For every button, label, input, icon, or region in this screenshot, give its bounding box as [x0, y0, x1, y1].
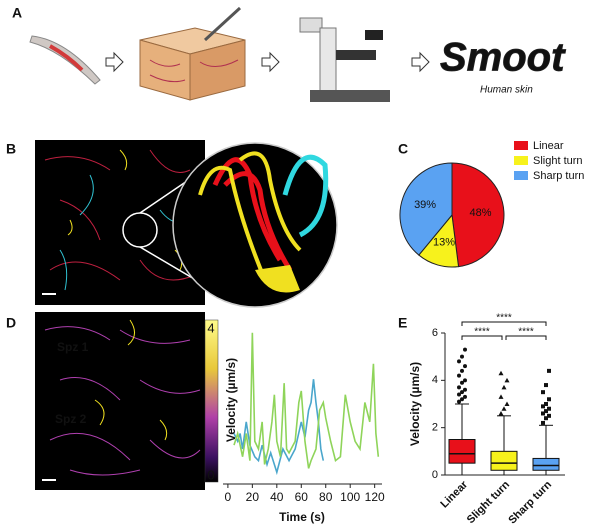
y-tick-label: 4 — [432, 374, 438, 386]
y-tick-label: 0 — [432, 469, 438, 481]
slice-label: 39% — [414, 199, 436, 211]
outlier — [541, 390, 545, 395]
arrow — [261, 51, 280, 73]
outlier — [457, 359, 461, 364]
box — [490, 450, 518, 471]
pie-slice — [451, 162, 505, 268]
legend-swatch — [514, 171, 528, 180]
panel-label: B — [6, 141, 16, 157]
outlier — [501, 406, 507, 411]
box — [448, 439, 476, 464]
series-line — [233, 379, 325, 476]
panel-label: D — [6, 315, 16, 331]
microscopy-image — [35, 140, 338, 308]
outlier — [547, 397, 551, 402]
legend-label: Linear — [533, 140, 564, 152]
outlier — [463, 394, 467, 399]
outlier — [544, 416, 548, 421]
x-tick-label: 20 — [246, 490, 260, 504]
legend-label: Sharp turn — [533, 170, 584, 182]
panel-label: E — [398, 315, 407, 331]
outlier — [504, 401, 510, 406]
outlier — [544, 402, 548, 406]
legend-swatch — [514, 156, 528, 165]
outlier — [544, 383, 548, 388]
panel-label: C — [398, 141, 408, 157]
significance-label: **** — [496, 313, 512, 324]
outlier — [541, 420, 545, 425]
velocity-image — [35, 312, 219, 490]
outlier — [541, 404, 545, 409]
legend-label: Slight turn — [533, 155, 583, 167]
skin-icon — [139, 6, 246, 101]
slice-label: 48% — [470, 207, 492, 219]
outlier — [498, 410, 504, 416]
x-tick-label: Slight turn — [465, 479, 513, 527]
x-tick-label: 60 — [295, 490, 309, 504]
series-label: Spz 1 — [57, 340, 89, 354]
slice-label: 13% — [433, 236, 455, 248]
outlier — [457, 392, 461, 397]
x-tick-label: 100 — [340, 490, 360, 504]
significance-bracket — [461, 335, 503, 340]
x-tick-label: 40 — [270, 490, 284, 504]
outlier — [498, 370, 504, 376]
outlier — [460, 390, 464, 395]
outlier — [547, 368, 551, 373]
significance-label: **** — [474, 327, 490, 338]
outlier — [498, 394, 504, 399]
x-tick-label: Linear — [438, 478, 470, 510]
microscope-icon — [299, 17, 390, 102]
outlier — [460, 397, 464, 402]
outlier — [501, 384, 507, 390]
outlier — [457, 399, 461, 404]
x-tick-label: 0 — [225, 490, 232, 504]
series-label: Spz 2 — [55, 412, 87, 426]
series-line — [233, 332, 380, 469]
x-tick-label: 120 — [365, 490, 385, 504]
outlier — [544, 409, 548, 414]
mosquito-icon — [29, 35, 101, 85]
logo-subtitle: Human skin — [480, 85, 533, 96]
outlier — [460, 380, 464, 385]
outlier — [460, 368, 464, 373]
arrow — [411, 51, 430, 73]
x-axis-title: Time (s) — [279, 510, 325, 524]
outlier — [463, 347, 467, 352]
outlier — [463, 387, 467, 392]
significance-label: **** — [518, 327, 534, 338]
logo-title: Smoot — [440, 36, 566, 80]
outlier — [463, 378, 467, 383]
outlier — [504, 377, 510, 383]
pie-slice — [399, 162, 453, 256]
colorbar-tick-label: 4 — [207, 320, 214, 335]
panel-label: A — [12, 5, 22, 21]
outlier — [463, 364, 467, 369]
outlier — [541, 411, 545, 416]
y-tick-label: 6 — [432, 327, 438, 339]
box — [532, 457, 560, 471]
significance-bracket — [461, 321, 547, 326]
outlier — [460, 354, 464, 359]
colorbar-tick-label: 0 — [207, 467, 214, 482]
x-tick-label: Sharp turn — [506, 479, 554, 527]
legend-swatch — [514, 141, 528, 150]
outlier — [457, 373, 461, 378]
significance-bracket — [505, 335, 547, 340]
outlier — [547, 413, 551, 418]
outlier — [547, 406, 551, 411]
y-axis-title: Velocity (µm/s) — [224, 358, 238, 442]
arrow — [105, 51, 124, 73]
y-tick-label: 2 — [432, 422, 438, 434]
y-axis-title: Velocity (µm/s) — [408, 362, 422, 446]
outlier — [457, 385, 461, 390]
x-tick-label: 80 — [319, 490, 333, 504]
